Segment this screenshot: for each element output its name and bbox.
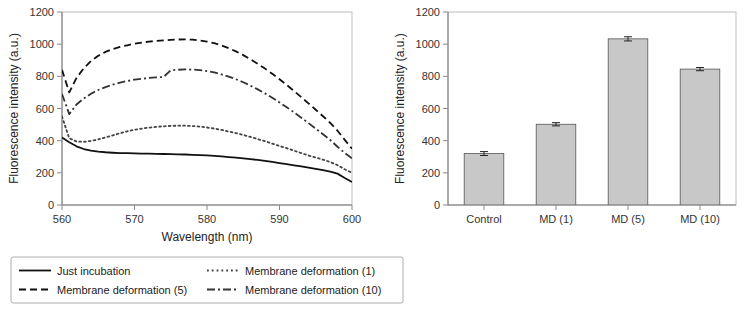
bars: [464, 37, 720, 205]
x-tick: [62, 205, 63, 210]
y-tick-label: 600: [36, 103, 54, 115]
bar: [608, 39, 648, 205]
y-tick: [443, 108, 448, 109]
x-tick: [700, 205, 701, 210]
y-tick-label: 0: [434, 199, 440, 211]
y-tick: [57, 140, 62, 141]
y-axis-label: Fluorescence intensity (a.u.): [7, 33, 21, 184]
bar: [464, 154, 504, 205]
series-line: [62, 117, 352, 173]
y-tick-label: 0: [48, 199, 54, 211]
y-tick-label: 200: [36, 167, 54, 179]
y-tick: [443, 140, 448, 141]
legend-label: Membrane deformation (1): [245, 265, 375, 277]
lines: [62, 39, 352, 182]
plot-frame: [448, 12, 736, 205]
legend-swatch: [207, 270, 239, 272]
y-tick-label: 800: [422, 70, 440, 82]
legend-swatch: [19, 270, 51, 272]
x-tick-label: MD (5): [611, 213, 645, 225]
y-tick: [443, 172, 448, 173]
x-tick-label: Control: [466, 213, 501, 225]
legend-label: Membrane deformation (5): [57, 284, 187, 296]
y-tick: [57, 12, 62, 13]
y-axis-label: Fluorescence intensity (a.u.): [393, 33, 407, 184]
x-tick: [556, 205, 557, 210]
y-tick-label: 600: [422, 103, 440, 115]
y-tick: [57, 76, 62, 77]
y-tick: [57, 44, 62, 45]
error-bar: [480, 152, 488, 156]
y-tick-label: 800: [36, 70, 54, 82]
x-tick-label: 600: [343, 213, 361, 225]
y-tick: [443, 76, 448, 77]
bar: [680, 69, 720, 205]
x-tick-label: MD (10): [680, 213, 720, 225]
plot-frame: [62, 12, 352, 205]
chart-svg: 560 570 580 590 600 Wavelength (nm) 0 200 400 600…: [0, 0, 748, 311]
legend-swatch: [207, 289, 239, 291]
y-tick: [443, 44, 448, 45]
y-tick-label: 1200: [30, 6, 54, 18]
y-tick-label: 1200: [416, 6, 440, 18]
x-tick-label: 560: [53, 213, 71, 225]
x-axis-line: [62, 205, 352, 206]
series-line: [62, 69, 352, 158]
legend: Just incubation Membrane deformation (1) M…: [11, 257, 403, 303]
y-tick-label: 400: [36, 135, 54, 147]
y-tick-label: 400: [422, 135, 440, 147]
x-tick-label: MD (1): [539, 213, 573, 225]
chart-container: 560 570 580 590 600 Wavelength (nm) 0 200 400 600…: [0, 0, 748, 311]
x-tick: [207, 205, 208, 210]
x-tick-label: 580: [198, 213, 216, 225]
legend-label: Membrane deformation (10): [245, 284, 381, 296]
y-tick-label: 200: [422, 167, 440, 179]
x-tick: [134, 205, 135, 210]
line-chart: 560 570 580 590 600 Wavelength (nm) 0 200 400 600…: [7, 6, 361, 244]
x-tick: [484, 205, 485, 210]
x-tick-label: 570: [125, 213, 143, 225]
y-axis-line: [62, 12, 63, 205]
y-axis-line: [448, 12, 449, 205]
error-bar: [624, 37, 632, 41]
series-line: [62, 39, 352, 148]
y-tick: [57, 108, 62, 109]
legend-box: [11, 257, 403, 303]
x-tick-label: 590: [270, 213, 288, 225]
series-line: [62, 137, 352, 182]
y-tick: [443, 205, 448, 206]
y-tick-label: 1000: [30, 38, 54, 50]
error-bar: [552, 123, 560, 126]
bar-chart: Control MD (1) MD (5) MD (10) 0 200 400 600 800 1…: [393, 6, 736, 225]
y-tick: [443, 12, 448, 13]
x-axis-label: Wavelength (nm): [162, 230, 253, 244]
error-bar: [696, 67, 704, 70]
x-tick: [628, 205, 629, 210]
x-tick: [352, 205, 353, 210]
y-tick-label: 1000: [416, 38, 440, 50]
legend-label: Just incubation: [57, 265, 130, 277]
bar: [536, 124, 576, 205]
y-tick: [57, 172, 62, 173]
x-tick: [279, 205, 280, 210]
y-tick: [57, 205, 62, 206]
legend-swatch: [19, 289, 51, 291]
